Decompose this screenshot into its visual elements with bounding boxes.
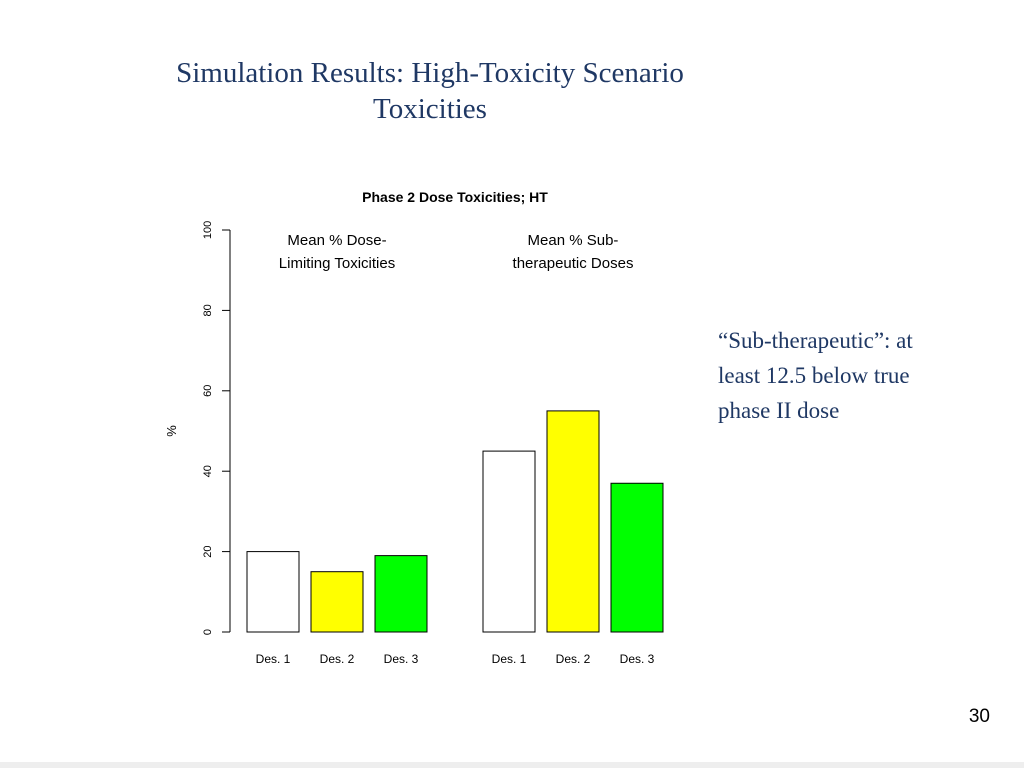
y-tick-label: 80 xyxy=(202,304,214,316)
slide-title: Simulation Results: High-Toxicity Scenar… xyxy=(100,55,760,127)
group-labels: Mean % Dose- Limiting Toxicities Mean % Su… xyxy=(279,232,634,272)
y-tick-label: 20 xyxy=(202,545,214,557)
footer-divider xyxy=(0,762,1024,768)
annotation-note: “Sub-therapeutic”: at least 12.5 below t… xyxy=(718,323,988,428)
bar xyxy=(546,410,600,633)
bar xyxy=(310,571,364,633)
bars: Des. 1 Des. 2 Des. 3 Des. 1 Des. 2 Des. 3 xyxy=(246,410,664,666)
annotation-line-2: least 12.5 below true xyxy=(718,363,910,388)
group-label-line-2: therapeutic Doses xyxy=(513,255,634,272)
x-tick-label: Des. 1 xyxy=(492,652,527,666)
group-label-line-1: Mean % Sub- xyxy=(528,232,619,249)
page-number: 30 xyxy=(968,706,990,727)
x-tick-label: Des. 2 xyxy=(320,652,355,666)
bar-chart: Phase 2 Dose Toxicities; HT % 0 20 40 60 80 1… xyxy=(164,189,664,666)
y-tick-label: 100 xyxy=(202,221,214,239)
slide-title-line-1: Simulation Results: High-Toxicity Scenar… xyxy=(176,57,684,89)
slide-title-line-2: Toxicities xyxy=(373,93,487,125)
x-tick-label: Des. 2 xyxy=(556,652,591,666)
bar xyxy=(246,551,300,633)
y-tick-label: 0 xyxy=(202,629,214,635)
annotation-line-1: “Sub-therapeutic”: at xyxy=(718,328,913,353)
chart-title: Phase 2 Dose Toxicities; HT xyxy=(362,189,548,205)
y-tick-label: 60 xyxy=(202,385,214,397)
bar xyxy=(610,482,664,633)
y-axis: 0 20 40 60 80 100 xyxy=(202,221,231,635)
bar xyxy=(482,450,536,633)
bar xyxy=(374,555,428,633)
x-tick-label: Des. 1 xyxy=(256,652,291,666)
x-tick-label: Des. 3 xyxy=(384,652,419,666)
annotation-line-3: phase II dose xyxy=(718,398,840,423)
y-axis-label: % xyxy=(164,425,179,437)
group-label-line-1: Mean % Dose- xyxy=(287,232,386,249)
x-tick-label: Des. 3 xyxy=(620,652,655,666)
group-label-line-2: Limiting Toxicities xyxy=(279,255,395,272)
y-tick-label: 40 xyxy=(202,465,214,477)
